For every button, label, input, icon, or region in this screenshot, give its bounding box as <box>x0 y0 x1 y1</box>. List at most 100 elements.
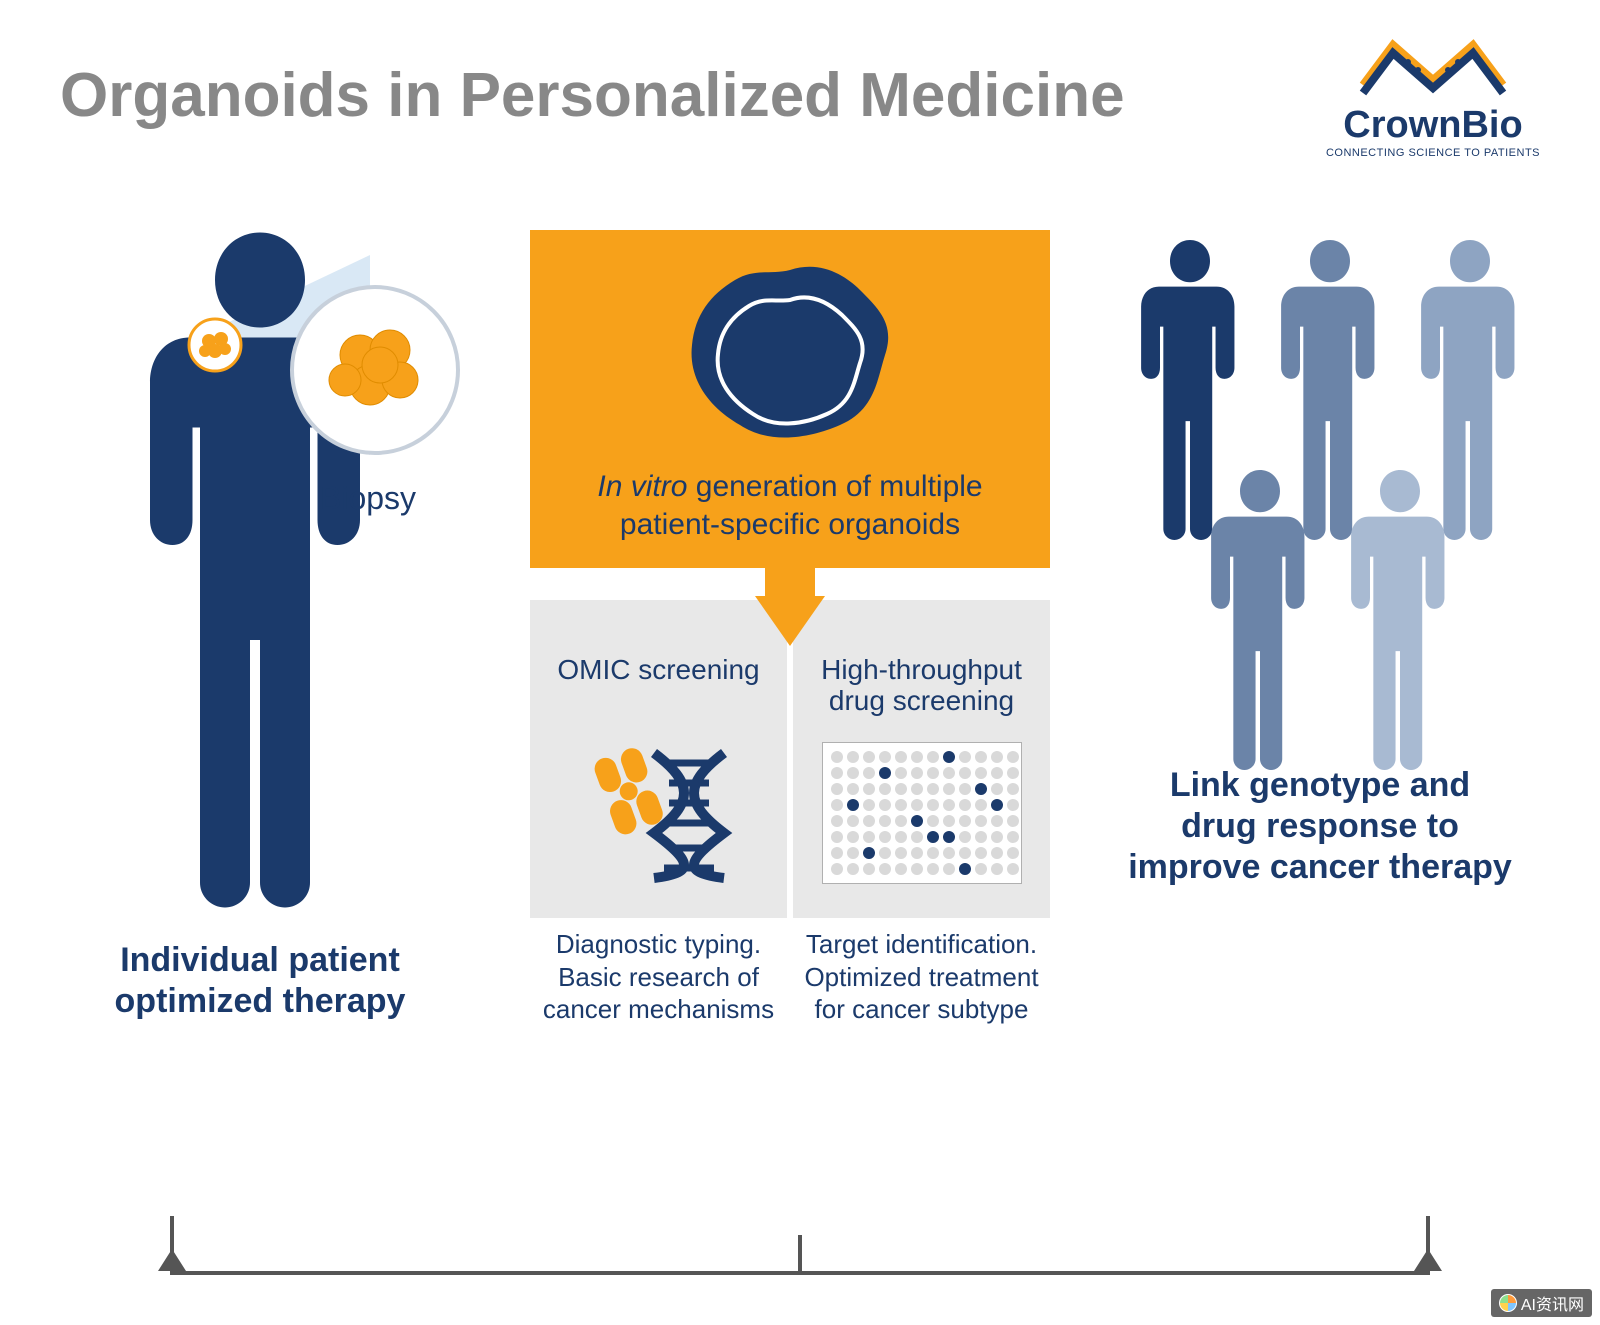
well-dot <box>847 799 859 811</box>
well-dot <box>879 847 891 859</box>
well-dot <box>911 799 923 811</box>
right-column: Link genotype and drug response to impro… <box>1100 240 1540 887</box>
well-dot <box>879 751 891 763</box>
well-dot <box>943 847 955 859</box>
well-dot <box>927 751 939 763</box>
well-dot <box>1007 815 1019 827</box>
biopsy-bubble <box>290 285 460 455</box>
well-dot <box>831 767 843 779</box>
well-dot <box>943 751 955 763</box>
well-dot <box>991 751 1003 763</box>
well-dot <box>831 751 843 763</box>
connector-line <box>170 1215 1430 1275</box>
well-dot <box>895 815 907 827</box>
well-dot <box>831 799 843 811</box>
well-dot <box>911 831 923 843</box>
well-dot <box>991 863 1003 875</box>
biopsy-label: Biopsy <box>320 480 416 517</box>
well-dot <box>895 751 907 763</box>
well-dot <box>959 751 971 763</box>
well-dot <box>959 767 971 779</box>
well-dot <box>863 799 875 811</box>
well-dot <box>943 831 955 843</box>
organoid-outline-icon <box>680 260 900 450</box>
well-dot <box>847 751 859 763</box>
watermark-text: AI资讯网 <box>1521 1291 1584 1315</box>
well-dot <box>975 767 987 779</box>
watermark: AI资讯网 <box>1491 1289 1592 1317</box>
well-dot <box>991 783 1003 795</box>
logo-tagline: CONNECTING SCIENCE TO PATIENTS <box>1326 147 1540 159</box>
well-dot <box>927 831 939 843</box>
sub-row: Diagnostic typing. Basic research of can… <box>530 928 1050 1026</box>
well-dot <box>927 767 939 779</box>
well-dot <box>991 767 1003 779</box>
well-dot <box>1007 767 1019 779</box>
well-dot <box>975 751 987 763</box>
well-dot <box>847 863 859 875</box>
well-dot <box>879 783 891 795</box>
center-block: In vitro generation of multiple patient-… <box>530 230 1050 1026</box>
well-dot <box>1007 831 1019 843</box>
well-dot <box>895 767 907 779</box>
well-dot <box>831 847 843 859</box>
well-dot <box>879 831 891 843</box>
well-dot <box>943 863 955 875</box>
down-arrow-stem <box>765 568 815 598</box>
well-dot <box>831 831 843 843</box>
well-dot <box>959 783 971 795</box>
hts-sub: Target identification. Optimized treatme… <box>793 928 1050 1026</box>
well-dot <box>959 815 971 827</box>
well-dot <box>831 783 843 795</box>
orange-text: In vitro generation of multiple patient-… <box>550 468 1030 543</box>
invitro-label: In vitro <box>597 470 687 503</box>
well-dot <box>975 863 987 875</box>
well-dot <box>991 831 1003 843</box>
well-dot <box>863 751 875 763</box>
well-dot <box>1007 751 1019 763</box>
well-dot <box>927 847 939 859</box>
well-dot <box>991 847 1003 859</box>
well-dot <box>863 863 875 875</box>
orange-line1-rest: generation of multiple <box>687 470 982 503</box>
well-dot <box>847 815 859 827</box>
logo-name: CrownBio <box>1326 104 1540 147</box>
well-dot <box>1007 783 1019 795</box>
omic-box: OMIC screening <box>530 600 787 918</box>
well-dot <box>831 815 843 827</box>
down-arrow-icon <box>755 596 825 646</box>
left-caption: Individual patient optimized therapy <box>70 940 450 1022</box>
well-dot <box>895 799 907 811</box>
tumor-marker-icon <box>185 315 245 375</box>
well-dot <box>911 863 923 875</box>
well-dot <box>879 799 891 811</box>
well-dot <box>975 831 987 843</box>
well-dot <box>927 863 939 875</box>
well-dot <box>1007 847 1019 859</box>
page-title: Organoids in Personalized Medicine <box>60 60 1125 131</box>
well-dot <box>1007 799 1019 811</box>
well-dot <box>911 783 923 795</box>
well-dot <box>943 799 955 811</box>
well-dot <box>895 847 907 859</box>
well-dot <box>959 863 971 875</box>
omic-header: OMIC screening <box>557 655 759 725</box>
well-dot <box>927 799 939 811</box>
well-dot <box>943 783 955 795</box>
well-dot <box>943 815 955 827</box>
well-dot <box>943 767 955 779</box>
well-dot <box>895 831 907 843</box>
hts-header: High-throughputdrug screening <box>821 655 1022 725</box>
well-dot <box>863 847 875 859</box>
well-dot <box>895 783 907 795</box>
well-dot <box>847 847 859 859</box>
well-dot <box>927 815 939 827</box>
well-dot <box>847 831 859 843</box>
hts-box: High-throughputdrug screening <box>793 600 1050 918</box>
well-dot <box>863 767 875 779</box>
crown-icon <box>1353 30 1513 100</box>
well-dot <box>1007 863 1019 875</box>
crownbio-logo: CrownBio CONNECTING SCIENCE TO PATIENTS <box>1326 30 1540 159</box>
person-silhouette-icon <box>1330 470 1470 770</box>
well-dot <box>879 815 891 827</box>
